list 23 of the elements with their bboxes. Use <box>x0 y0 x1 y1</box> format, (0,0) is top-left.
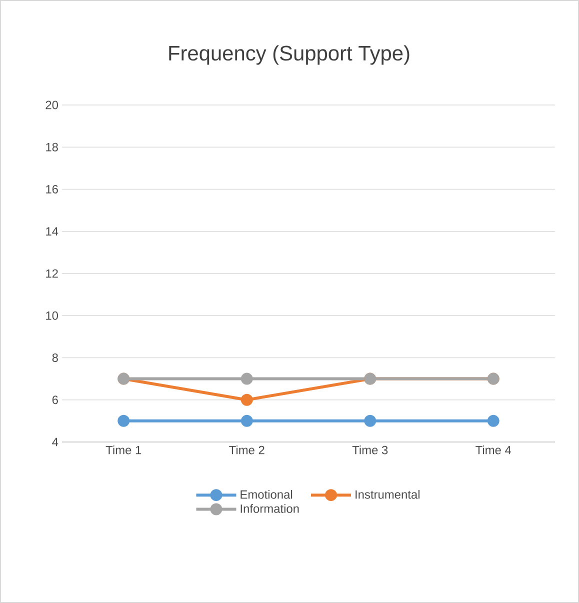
x-tick-label: Time 1 <box>106 446 142 454</box>
legend-label: Information <box>240 504 299 513</box>
x-tick-label: Time 3 <box>352 446 388 454</box>
x-tick-label: Time 4 <box>476 446 512 454</box>
y-tick-label: 18 <box>46 142 58 152</box>
x-tick-label: Time 2 <box>229 446 264 454</box>
legend-label: Emotional <box>240 490 292 499</box>
point <box>240 394 253 406</box>
point <box>364 414 376 427</box>
y-tick-label: 14 <box>46 227 58 236</box>
point <box>118 414 130 427</box>
point <box>487 414 500 427</box>
point <box>240 372 253 385</box>
y-tick-label: 4 <box>52 438 58 446</box>
y-tick-label: 10 <box>46 311 58 320</box>
y-tick-label: 12 <box>46 269 58 278</box>
y-tick-label: 8 <box>52 354 58 362</box>
point <box>240 414 253 427</box>
chart-title: Frequency (Support Type) <box>169 45 410 65</box>
legend-label: Instrumental <box>356 490 420 499</box>
y-tick-label: 20 <box>46 100 58 110</box>
y-tick-label: 16 <box>46 185 58 194</box>
y-tick-label: 6 <box>52 396 58 404</box>
